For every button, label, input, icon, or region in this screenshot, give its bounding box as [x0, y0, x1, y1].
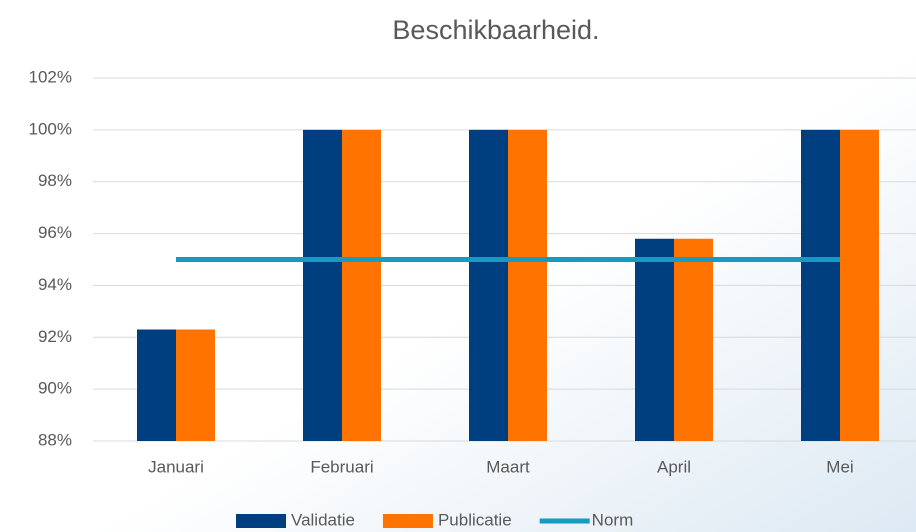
x-tick-label: Mei — [826, 457, 853, 476]
bar — [801, 129, 840, 441]
legend-swatch — [382, 514, 433, 528]
y-tick-label: 90% — [38, 379, 72, 398]
y-tick-label: 98% — [38, 171, 72, 190]
y-tick-label: 100% — [29, 119, 72, 138]
bar — [840, 129, 879, 441]
y-tick-label: 94% — [38, 275, 72, 294]
bar — [137, 329, 176, 441]
chart-title: Beschikbaarheid. — [392, 15, 599, 45]
y-tick-label: 92% — [38, 327, 72, 346]
y-tick-label: 96% — [38, 223, 72, 242]
bar — [342, 129, 381, 441]
y-tick-label: 88% — [38, 430, 72, 449]
bar — [303, 129, 342, 441]
bar — [635, 238, 674, 441]
legend-label: Validatie — [291, 510, 355, 529]
x-tick-label: Maart — [486, 457, 530, 476]
x-tick-label: Januari — [148, 457, 204, 476]
legend-label: Publicatie — [438, 510, 512, 529]
bar — [674, 238, 713, 441]
legend-swatch — [236, 514, 286, 528]
x-tick-label: Februari — [310, 457, 373, 476]
legend-label: Norm — [592, 510, 634, 529]
bar — [508, 129, 547, 441]
bar — [176, 329, 215, 441]
bar — [469, 129, 508, 441]
y-tick-label: 102% — [29, 67, 72, 86]
x-tick-label: April — [657, 457, 691, 476]
